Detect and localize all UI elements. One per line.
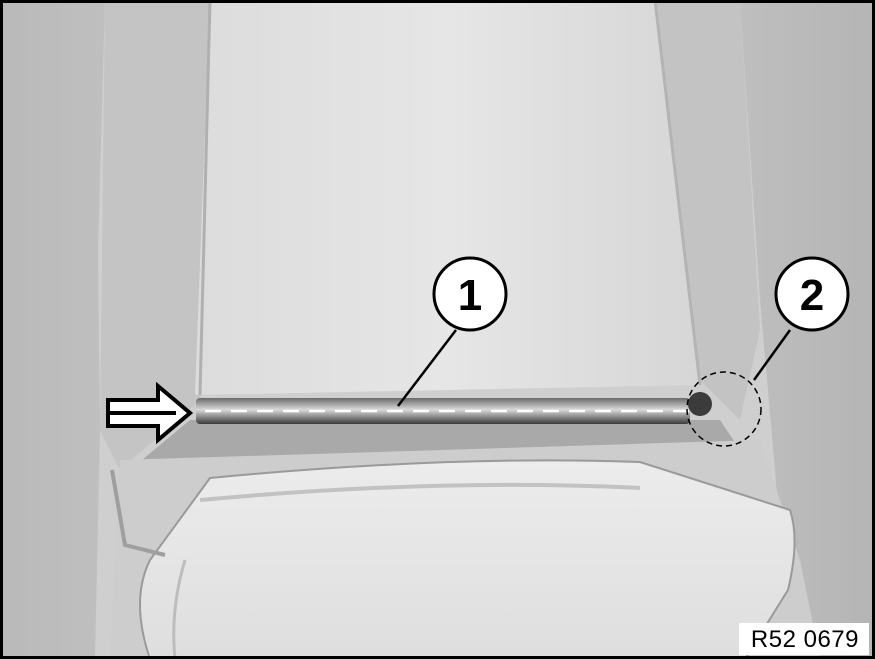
figure-reference: R52 0679 (738, 623, 869, 655)
callout-1: 1 (432, 256, 508, 332)
leader-line-1 (397, 329, 457, 407)
upper-panel (195, 0, 700, 395)
callout-1-label: 1 (458, 271, 482, 320)
rod-end (688, 392, 712, 416)
backrest-side-right (650, 0, 760, 420)
leader-line-2 (752, 329, 792, 381)
callout-2-label: 2 (800, 271, 824, 320)
arrow-right-icon (106, 381, 194, 445)
backrest-side-left (100, 0, 210, 470)
fabric-flap (139, 459, 796, 659)
detail-circle (686, 371, 762, 447)
callout-2: 2 (774, 256, 850, 332)
